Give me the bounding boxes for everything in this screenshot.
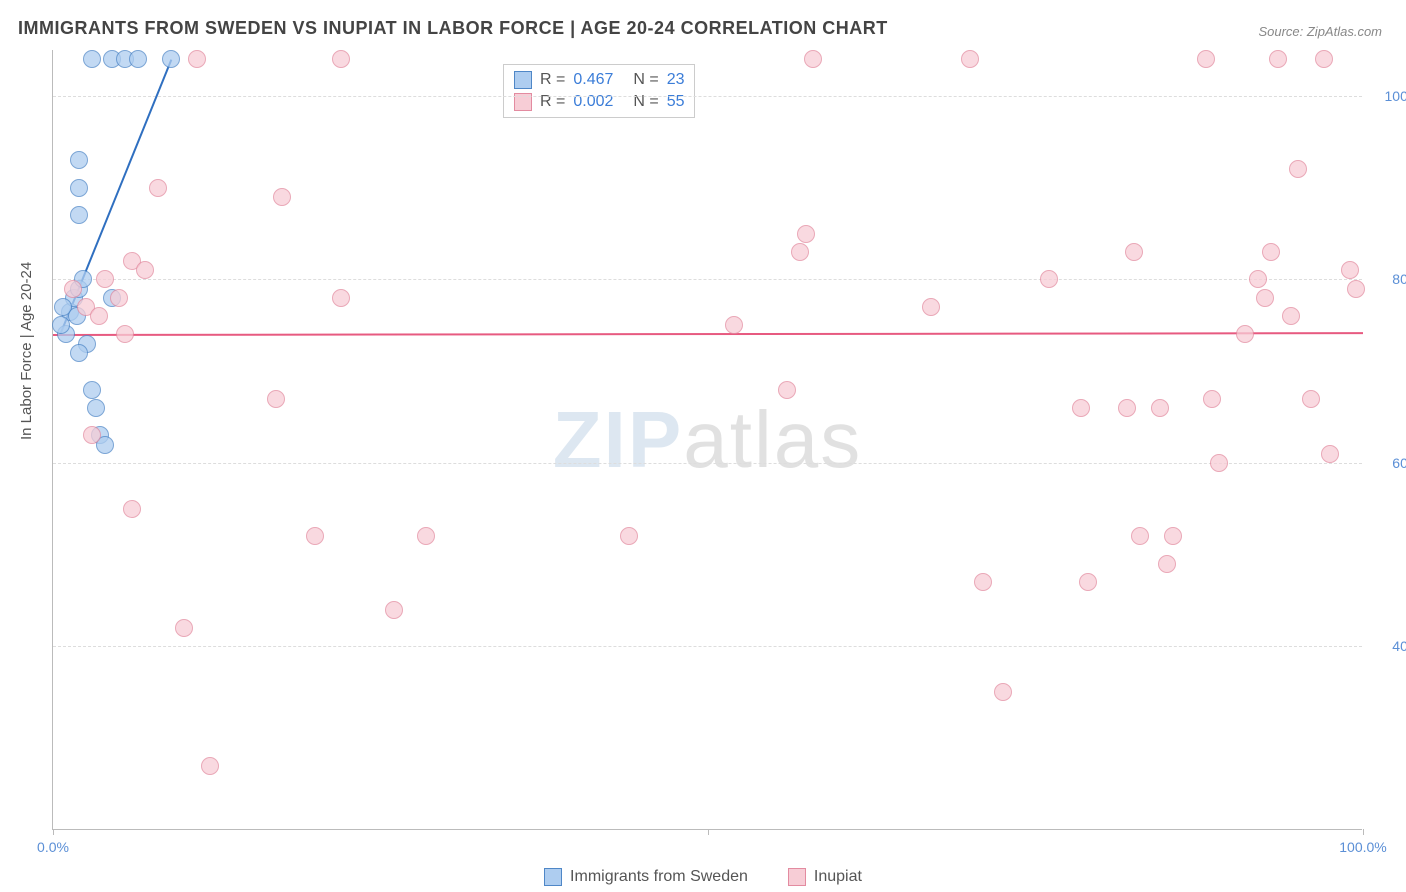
gridline-horizontal [53,279,1362,280]
data-point-series2 [175,619,193,637]
correlation-stats-legend: R = 0.467 N = 23 R =0.002N =55 [503,64,695,118]
chart-title: IMMIGRANTS FROM SWEDEN VS INUPIAT IN LAB… [18,18,888,39]
data-point-series1 [162,50,180,68]
data-point-series2 [332,50,350,68]
data-point-series2 [1072,399,1090,417]
data-point-series2 [1262,243,1280,261]
series-legend: Immigrants from Sweden Inupiat [0,868,1406,886]
y-tick-label: 80.0% [1372,271,1406,287]
legend-swatch [514,71,532,89]
data-point-series2 [385,601,403,619]
x-tick-mark [1363,829,1364,835]
data-point-series1 [70,179,88,197]
data-point-series2 [116,325,134,343]
legend-label: Immigrants from Sweden [570,868,748,886]
data-point-series2 [273,188,291,206]
data-point-series2 [1347,280,1365,298]
x-tick-label: 100.0% [1339,839,1386,855]
y-tick-label: 100.0% [1372,88,1406,104]
data-point-series2 [1269,50,1287,68]
data-point-series2 [620,527,638,545]
chart-source: Source: ZipAtlas.com [1258,24,1382,39]
data-point-series2 [1151,399,1169,417]
data-point-series2 [1210,454,1228,472]
x-tick-mark [53,829,54,835]
y-tick-label: 60.0% [1372,455,1406,471]
x-tick-mark [708,829,709,835]
legend-swatch [788,868,806,886]
legend-item: Inupiat [788,868,862,886]
watermark-zip: ZIP [553,395,683,484]
stat-r-value: 0.467 [573,71,625,89]
data-point-series2 [1118,399,1136,417]
data-point-series2 [961,50,979,68]
data-point-series1 [70,151,88,169]
data-point-series2 [83,426,101,444]
y-tick-label: 40.0% [1372,638,1406,654]
data-point-series2 [267,390,285,408]
data-point-series2 [201,757,219,775]
data-point-series2 [1321,445,1339,463]
watermark-atlas: atlas [683,395,862,484]
data-point-series2 [90,307,108,325]
data-point-series2 [922,298,940,316]
data-point-series2 [1158,555,1176,573]
data-point-series2 [1282,307,1300,325]
data-point-series1 [70,344,88,362]
data-point-series2 [110,289,128,307]
data-point-series2 [1256,289,1274,307]
data-point-series2 [1249,270,1267,288]
data-point-series2 [123,500,141,518]
data-point-series2 [1164,527,1182,545]
data-point-series2 [994,683,1012,701]
data-point-series2 [136,261,154,279]
legend-swatch [544,868,562,886]
legend-label: Inupiat [814,868,862,886]
data-point-series2 [1197,50,1215,68]
data-point-series2 [149,179,167,197]
data-point-series1 [70,206,88,224]
data-point-series2 [1125,243,1143,261]
data-point-series2 [1341,261,1359,279]
data-point-series2 [725,316,743,334]
data-point-series1 [83,381,101,399]
legend-stat-row: R = 0.467 N = 23 [514,69,684,91]
x-tick-label: 0.0% [37,839,69,855]
trend-line-series2 [53,333,1363,337]
legend-stat-row: R =0.002N =55 [514,91,684,113]
data-point-series2 [791,243,809,261]
data-point-series2 [1315,50,1333,68]
watermark: ZIPatlas [553,394,862,486]
data-point-series2 [797,225,815,243]
gridline-horizontal [53,96,1362,97]
stat-r-label: R = [540,71,565,89]
data-point-series1 [87,399,105,417]
gridline-horizontal [53,646,1362,647]
data-point-series2 [974,573,992,591]
data-point-series2 [778,381,796,399]
data-point-series2 [417,527,435,545]
data-point-series2 [1302,390,1320,408]
data-point-series2 [306,527,324,545]
stat-n-label: N = [633,71,658,89]
stat-n-value: 23 [667,71,685,89]
data-point-series1 [83,50,101,68]
data-point-series2 [804,50,822,68]
data-point-series2 [1236,325,1254,343]
data-point-series1 [129,50,147,68]
y-axis-label: In Labor Force | Age 20-24 [18,262,35,440]
legend-item: Immigrants from Sweden [544,868,748,886]
scatter-plot-area: ZIPatlas R =0.467N =23R =0.002N =55 40.0… [52,50,1362,830]
data-point-series2 [1040,270,1058,288]
data-point-series2 [96,270,114,288]
data-point-series2 [188,50,206,68]
data-point-series2 [1289,160,1307,178]
data-point-series2 [1079,573,1097,591]
gridline-horizontal [53,463,1362,464]
data-point-series2 [64,280,82,298]
data-point-series2 [1203,390,1221,408]
data-point-series2 [1131,527,1149,545]
data-point-series2 [332,289,350,307]
